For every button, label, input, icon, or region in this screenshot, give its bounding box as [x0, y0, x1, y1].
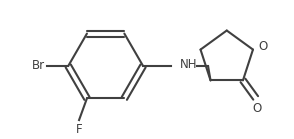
Text: Br: Br — [31, 59, 45, 72]
Text: F: F — [76, 123, 82, 136]
Text: O: O — [253, 102, 262, 115]
Text: NH: NH — [180, 59, 197, 71]
Text: O: O — [258, 40, 267, 53]
